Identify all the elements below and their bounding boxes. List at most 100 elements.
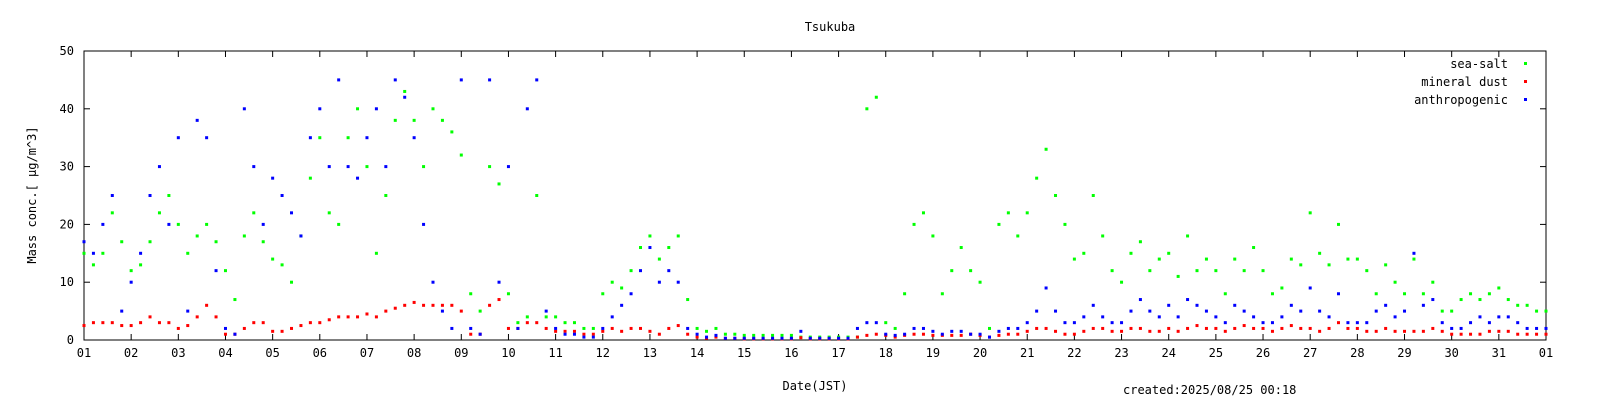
data-point: [1204, 257, 1208, 261]
data-point: [223, 326, 227, 330]
data-point: [1157, 315, 1161, 319]
x-tick-label: 06: [313, 346, 327, 360]
data-point: [554, 315, 558, 319]
data-point: [327, 318, 331, 322]
data-point: [205, 222, 209, 226]
data-point: [1365, 269, 1369, 273]
data-point: [1195, 324, 1199, 328]
y-tick-label: 10: [60, 275, 74, 289]
data-point: [1035, 326, 1039, 330]
data-point: [422, 303, 426, 307]
x-tick-label: 20: [973, 346, 987, 360]
data-point: [101, 251, 105, 255]
data-point: [1487, 329, 1491, 333]
data-point: [176, 326, 180, 330]
data-point: [148, 315, 152, 319]
data-point: [884, 321, 888, 325]
data-point: [422, 165, 426, 169]
data-point: [1167, 303, 1171, 307]
data-point: [516, 326, 520, 330]
data-point: [120, 240, 124, 244]
data-point: [1035, 176, 1039, 180]
data-point: [261, 321, 265, 325]
data-point: [1261, 269, 1265, 273]
data-point: [714, 335, 718, 339]
data-point: [252, 165, 256, 169]
data-point: [1327, 315, 1331, 319]
data-point: [223, 269, 227, 273]
data-point: [308, 176, 312, 180]
data-point: [412, 136, 416, 140]
data-point: [789, 333, 793, 337]
data-point: [535, 194, 539, 197]
data-point: [1478, 315, 1482, 319]
data-point: [1374, 309, 1378, 313]
data-point: [1431, 298, 1435, 302]
data-point: [327, 211, 331, 215]
data-point: [1525, 326, 1529, 330]
data-point: [506, 165, 510, 169]
data-point: [1516, 303, 1520, 307]
x-tick-label: 18: [879, 346, 893, 360]
data-point: [327, 165, 331, 169]
data-point: [1280, 286, 1284, 290]
data-point: [610, 326, 614, 330]
data-point: [488, 165, 492, 169]
data-point: [374, 107, 378, 111]
data-point: [403, 89, 407, 93]
data-point: [91, 263, 95, 267]
data-point: [1148, 269, 1152, 273]
data-point: [1016, 326, 1020, 330]
legend-label: mineral dust: [1421, 75, 1508, 89]
data-point: [440, 309, 444, 313]
x-tick-label: 28: [1350, 346, 1364, 360]
data-point: [903, 332, 907, 336]
x-tick-label: 16: [784, 346, 798, 360]
data-point: [1214, 315, 1218, 319]
data-point: [544, 326, 548, 330]
legend-marker: [1524, 62, 1527, 65]
data-point: [1186, 326, 1190, 330]
y-tick-label: 30: [60, 160, 74, 174]
data-point: [290, 326, 294, 330]
data-point: [1072, 257, 1076, 261]
data-point: [205, 303, 209, 307]
data-point: [742, 333, 746, 337]
data-point: [101, 222, 105, 226]
data-point: [1336, 321, 1340, 325]
data-point: [1336, 222, 1340, 226]
data-point: [1346, 257, 1350, 261]
data-point: [422, 222, 426, 226]
data-point: [374, 251, 378, 255]
data-point: [1148, 309, 1152, 313]
data-point: [167, 194, 171, 197]
data-point: [497, 280, 501, 284]
data-point: [827, 336, 831, 340]
data-point: [1025, 329, 1029, 333]
data-point: [610, 280, 614, 284]
data-point: [1469, 321, 1473, 325]
data-point: [431, 303, 435, 307]
data-point: [1535, 309, 1539, 313]
data-point: [1063, 321, 1067, 325]
data-point: [186, 309, 190, 313]
y-axis: 0 10 20 30 40 50: [60, 44, 1546, 347]
data-point: [686, 326, 690, 330]
data-point: [1440, 329, 1444, 333]
data-point: [450, 326, 454, 330]
data-point: [1412, 257, 1416, 261]
data-point: [695, 335, 699, 339]
data-point: [1016, 234, 1020, 238]
data-point: [686, 298, 690, 302]
data-point: [1469, 332, 1473, 336]
data-point: [1487, 292, 1491, 296]
data-point: [139, 251, 143, 255]
data-point: [1497, 286, 1501, 290]
data-point: [1374, 329, 1378, 333]
data-point: [657, 280, 661, 284]
data-point: [412, 118, 416, 122]
data-point: [459, 153, 463, 157]
x-tick-label: 21: [1020, 346, 1034, 360]
data-point: [544, 309, 548, 313]
data-point: [601, 292, 605, 296]
